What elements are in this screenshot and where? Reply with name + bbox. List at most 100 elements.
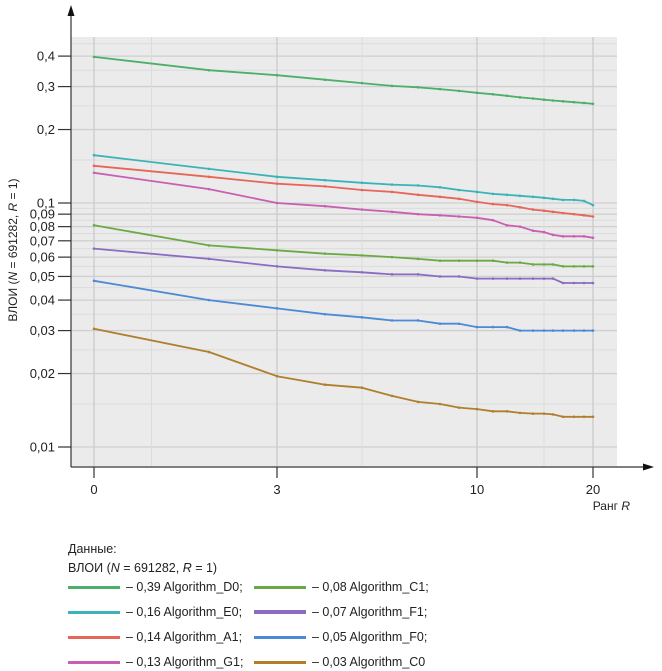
data-point-Algorithm_C1 bbox=[491, 259, 495, 263]
data-point-Algorithm_G1 bbox=[551, 233, 555, 237]
x-tick-label: 20 bbox=[586, 482, 600, 497]
legend-subheading: ВЛОИ (N = 691282, R = 1) bbox=[68, 561, 218, 575]
data-point-Algorithm_C0 bbox=[551, 413, 555, 416]
legend-label: – 0,39 Algorithm_D0; bbox=[126, 579, 243, 594]
data-point-Algorithm_C0 bbox=[505, 410, 509, 413]
data-point-Algorithm_F1 bbox=[438, 275, 442, 278]
data-point-Algorithm_D0 bbox=[505, 94, 509, 98]
y-tick-label: 0,03 bbox=[30, 323, 55, 338]
y-tick-label: 0,01 bbox=[30, 440, 55, 455]
data-point-Algorithm_G1 bbox=[582, 235, 586, 238]
legend-swatch bbox=[254, 585, 306, 589]
data-point-Algorithm_D0 bbox=[475, 91, 479, 95]
data-point-Algorithm_F1 bbox=[360, 270, 364, 274]
plot-background bbox=[71, 37, 617, 466]
data-point-Algorithm_E0 bbox=[275, 175, 279, 179]
series-line-Algorithm_C1 bbox=[93, 224, 593, 268]
data-point-Algorithm_G1 bbox=[275, 201, 279, 205]
x-ticks: 0 3 10 20 bbox=[90, 467, 600, 497]
data-point-Algorithm_F0 bbox=[518, 329, 522, 332]
legend-swatch bbox=[254, 635, 306, 639]
y-axis-arrow-icon bbox=[67, 5, 75, 16]
data-point-Algorithm_C1 bbox=[518, 261, 522, 264]
data-point-Algorithm_F1 bbox=[457, 275, 461, 278]
data-point-Algorithm_E0 bbox=[505, 193, 509, 197]
legend-label: – 0,14 Algorithm_A1; bbox=[126, 629, 243, 644]
x-tick-label: 10 bbox=[470, 482, 484, 497]
data-point-Algorithm_C1 bbox=[551, 263, 555, 266]
data-point-Algorithm_G1 bbox=[438, 214, 442, 217]
y-tick-label: 0,04 bbox=[30, 293, 55, 308]
axes bbox=[67, 5, 654, 471]
data-point-Algorithm_F1 bbox=[561, 281, 565, 285]
legend-item: – 0,05 Algorithm_F0; bbox=[254, 629, 454, 645]
y-tick-label: 0,07 bbox=[30, 233, 55, 248]
legend-label: – 0,13 Algorithm_G1; bbox=[126, 654, 244, 669]
data-point-Algorithm_G1 bbox=[491, 218, 495, 222]
data-point-Algorithm_C1 bbox=[275, 248, 279, 252]
data-point-Algorithm_A1 bbox=[551, 210, 555, 214]
data-point-Algorithm_F0 bbox=[591, 329, 595, 332]
data-point-Algorithm_C1 bbox=[323, 252, 327, 255]
data-point-Algorithm_E0 bbox=[92, 153, 96, 157]
data-point-Algorithm_F0 bbox=[275, 307, 279, 310]
data-point-Algorithm_C1 bbox=[582, 265, 586, 268]
data-point-Algorithm_D0 bbox=[416, 85, 420, 89]
data-point-Algorithm_D0 bbox=[491, 92, 495, 96]
legend-swatch bbox=[68, 660, 120, 664]
data-point-Algorithm_F0 bbox=[360, 316, 364, 319]
data-point-Algorithm_C1 bbox=[438, 259, 442, 263]
data-point-Algorithm_C0 bbox=[475, 407, 479, 411]
data-point-Algorithm_A1 bbox=[582, 214, 586, 217]
data-point-Algorithm_C1 bbox=[207, 244, 211, 247]
data-point-Algorithm_F0 bbox=[491, 325, 495, 329]
data-point-Algorithm_C0 bbox=[323, 383, 327, 387]
data-point-Algorithm_F1 bbox=[582, 281, 586, 285]
data-point-Algorithm_C1 bbox=[561, 265, 565, 268]
data-point-Algorithm_D0 bbox=[531, 97, 535, 100]
data-point-Algorithm_F0 bbox=[416, 319, 420, 322]
data-point-Algorithm_A1 bbox=[475, 200, 479, 204]
series-line-Algorithm_E0 bbox=[93, 154, 594, 206]
grid bbox=[71, 37, 617, 466]
y-ticks: 0,01 0,02 0,03 0,04 0,05 0,06 0,070,080,090,1 0… bbox=[30, 49, 71, 455]
data-point-Algorithm_C1 bbox=[475, 259, 479, 263]
data-point-Algorithm_D0 bbox=[360, 81, 364, 85]
data-point-Algorithm_F1 bbox=[531, 277, 535, 280]
data-point-Algorithm_C0 bbox=[275, 374, 279, 378]
data-point-Algorithm_F0 bbox=[475, 325, 479, 329]
data-point-Algorithm_F1 bbox=[92, 247, 96, 250]
data-point-Algorithm_F1 bbox=[542, 277, 546, 280]
series-line-Algorithm_A1 bbox=[93, 164, 594, 218]
data-point-Algorithm_F0 bbox=[505, 325, 509, 329]
legend-heading: Данные: bbox=[68, 542, 117, 556]
data-point-Algorithm_G1 bbox=[505, 224, 509, 227]
legend-label: – 0,07 Algorithm_F1; bbox=[312, 604, 428, 619]
legend-label: – 0,16 Algorithm_E0; bbox=[126, 604, 243, 619]
data-point-Algorithm_C0 bbox=[572, 415, 576, 419]
data-point-Algorithm_D0 bbox=[390, 84, 394, 88]
data-point-Algorithm_A1 bbox=[531, 208, 535, 211]
legend-item: – 0,14 Algorithm_A1; bbox=[68, 629, 254, 645]
data-point-Algorithm_A1 bbox=[438, 195, 442, 199]
data-point-Algorithm_A1 bbox=[491, 202, 495, 206]
data-point-Algorithm_A1 bbox=[416, 193, 420, 197]
data-point-Algorithm_C0 bbox=[438, 402, 442, 406]
data-point-Algorithm_F0 bbox=[542, 329, 546, 332]
data-point-Algorithm_E0 bbox=[518, 194, 522, 198]
data-point-Algorithm_C0 bbox=[531, 412, 535, 415]
data-point-Algorithm_A1 bbox=[360, 188, 364, 192]
legend-item: – 0,16 Algorithm_E0; bbox=[68, 604, 254, 620]
data-point-Algorithm_C1 bbox=[591, 265, 595, 268]
data-point-Algorithm_E0 bbox=[561, 198, 565, 202]
data-point-Algorithm_F0 bbox=[207, 298, 211, 302]
data-point-Algorithm_D0 bbox=[457, 89, 461, 93]
data-point-Algorithm_A1 bbox=[572, 212, 576, 216]
data-point-Algorithm_C1 bbox=[531, 263, 535, 266]
data-point-Algorithm_C1 bbox=[92, 224, 96, 227]
data-point-Algorithm_F0 bbox=[457, 322, 461, 326]
data-point-Algorithm_F0 bbox=[551, 329, 555, 332]
data-point-Algorithm_F1 bbox=[275, 265, 279, 268]
legend-label: – 0,03 Algorithm_C0 bbox=[312, 654, 426, 669]
data-point-Algorithm_F1 bbox=[390, 273, 394, 276]
